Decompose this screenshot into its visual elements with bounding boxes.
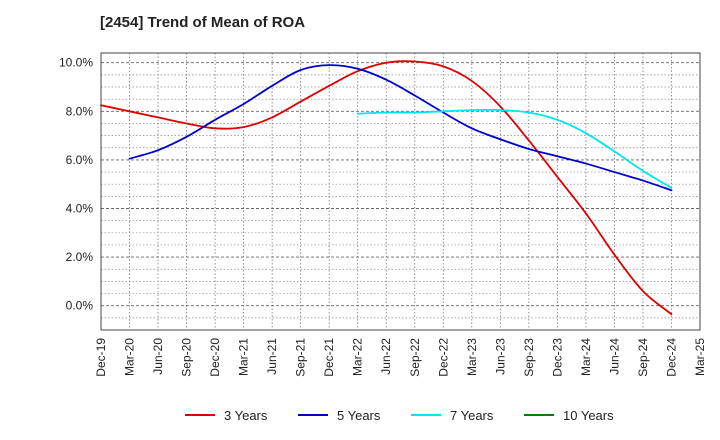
x-tick-label: Mar-24: [579, 338, 593, 376]
x-tick-label: Dec-19: [94, 338, 108, 377]
plot-border: [100, 52, 701, 331]
legend-label: 5 Years: [337, 408, 381, 423]
x-tick-label: Dec-21: [322, 338, 336, 377]
y-tick-label: 4.0%: [66, 202, 94, 216]
x-tick-label: Sep-24: [636, 338, 650, 377]
x-tick-label: Jun-23: [493, 338, 507, 375]
x-tick-label: Sep-21: [294, 338, 308, 377]
x-tick-label: Mar-22: [351, 338, 365, 376]
legend-label: 3 Years: [224, 408, 268, 423]
x-tick-label: Dec-24: [664, 338, 678, 377]
x-tick-label: Mar-20: [123, 338, 137, 376]
legend-label: 10 Years: [563, 408, 614, 423]
x-tick-label: Mar-21: [237, 338, 251, 376]
legend-item-7-years: 7 Years: [411, 408, 494, 423]
y-tick-label: 8.0%: [66, 104, 94, 118]
y-tick-label: 6.0%: [66, 153, 94, 167]
y-tick-label: 10.0%: [59, 56, 93, 70]
x-tick-label: Sep-20: [180, 338, 194, 377]
series-line-3-years: [100, 60, 673, 316]
series-line-7-years: [356, 108, 673, 189]
x-tick-label: Dec-20: [208, 338, 222, 377]
x-tick-label: Dec-22: [436, 338, 450, 377]
legend-label: 7 Years: [450, 408, 494, 423]
x-tick-label: Mar-23: [465, 338, 479, 376]
series-line-5-years: [128, 64, 673, 192]
x-tick-label: Jun-21: [265, 338, 279, 375]
chart-title: [2454] Trend of Mean of ROA: [100, 14, 306, 31]
y-tick-label: 0.0%: [66, 299, 94, 313]
legend-item-10-years: 10 Years: [524, 408, 614, 423]
x-tick-label: Sep-22: [408, 338, 422, 377]
x-tick-label: Mar-25: [693, 338, 707, 376]
x-tick-label: Jun-24: [607, 338, 621, 375]
y-tick-label: 2.0%: [66, 250, 94, 264]
x-tick-label: Jun-20: [151, 338, 165, 375]
x-tick-label: Dec-23: [550, 338, 564, 377]
x-tick-label: Jun-22: [379, 338, 393, 375]
x-tick-label: Sep-23: [522, 338, 536, 377]
legend-item-3-years: 3 Years: [185, 408, 268, 423]
legend-item-5-years: 5 Years: [298, 408, 381, 423]
plot-area: [101, 53, 700, 330]
